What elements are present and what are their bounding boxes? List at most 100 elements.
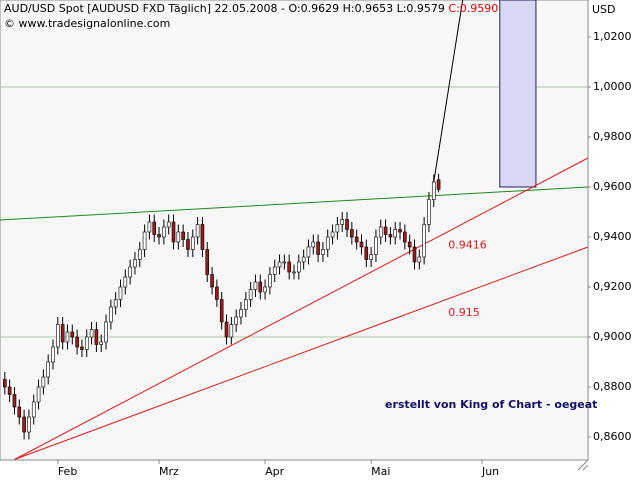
candle-body	[287, 261, 291, 273]
candle-body	[7, 386, 12, 395]
candle-body	[3, 379, 7, 388]
candle-body	[123, 276, 128, 288]
candle-body	[22, 416, 26, 433]
candle-body	[350, 229, 354, 238]
x-tick-label: Feb	[58, 465, 77, 478]
candle-body	[181, 231, 185, 240]
y-tick-label: 0,8800	[593, 380, 632, 393]
candle-body	[94, 329, 99, 345]
candle-body	[263, 286, 267, 293]
candle-body	[306, 246, 311, 258]
candle-body	[268, 274, 272, 288]
trend-line	[14, 157, 589, 460]
y-tick-label: 0,9800	[593, 130, 632, 143]
candle-body	[210, 274, 214, 288]
candle-body	[17, 406, 22, 418]
y-axis-label: USD	[592, 3, 616, 16]
candle-body	[99, 341, 104, 345]
trend-line	[0, 186, 589, 221]
candle-body	[75, 336, 79, 348]
candle-body	[272, 266, 277, 275]
candle-body	[137, 249, 142, 260]
candle-body	[398, 229, 402, 233]
candle-body	[41, 376, 46, 388]
candle-body	[27, 416, 31, 433]
candle-body	[56, 324, 60, 348]
candle-body	[335, 224, 340, 233]
trend-line	[14, 246, 589, 460]
candle-body	[176, 231, 181, 243]
x-tick-label: Mai	[371, 465, 390, 478]
candle-body	[316, 241, 320, 255]
source: © www.tradesignalonline.com	[4, 17, 170, 30]
candle-body	[422, 224, 426, 258]
candle-body	[162, 226, 166, 238]
candle-body	[277, 261, 282, 268]
candle-body	[157, 234, 161, 238]
candle-body	[234, 316, 238, 325]
candle-body	[383, 226, 388, 235]
candle-body	[89, 329, 94, 338]
candle-body	[369, 254, 373, 260]
y-tick-label: 1,0000	[593, 80, 632, 93]
y-tick-label: 0,9400	[593, 230, 632, 243]
candle-body	[374, 236, 378, 255]
candle-body	[31, 401, 36, 418]
candle-body	[407, 241, 412, 248]
close-label: C:0.9590	[448, 2, 498, 15]
candle-body	[171, 221, 176, 243]
candle-body	[311, 241, 316, 248]
candle-body	[292, 271, 296, 274]
plot-area	[0, 0, 589, 461]
candle-body	[321, 249, 325, 255]
candle-body	[224, 321, 229, 338]
candle-body	[84, 336, 89, 350]
y-tick-label: 0,9200	[593, 280, 632, 293]
candle-body	[113, 299, 118, 308]
candle-body	[142, 231, 147, 250]
candle-body	[152, 221, 157, 235]
candle-body	[65, 331, 70, 343]
y-tick-label: 0,9600	[593, 180, 632, 193]
candle-body	[104, 321, 108, 343]
candle-body	[412, 246, 417, 263]
chart-title: AUD/USD Spot [AUDUSD FXD Täglich] 22.05.…	[4, 2, 498, 15]
candle-body	[258, 281, 263, 293]
candle-body	[200, 224, 205, 250]
candle-body	[109, 306, 113, 323]
x-tick-label: Jun	[481, 465, 499, 478]
candle-body	[301, 256, 306, 263]
candle-body	[330, 231, 335, 238]
candle-body	[378, 226, 383, 238]
candle-body	[427, 199, 431, 225]
candle-body	[219, 299, 224, 323]
candle-body	[393, 229, 398, 238]
candle-body	[325, 236, 330, 250]
candle-body	[166, 221, 171, 228]
candle-body	[186, 239, 190, 250]
resize-grip	[577, 459, 589, 471]
candle-body	[70, 331, 75, 338]
candle-body	[340, 219, 344, 225]
candle-body	[403, 231, 407, 243]
candle-body	[195, 224, 200, 238]
candle-body	[431, 181, 436, 200]
annotation: erstellt von King of Chart - oegeat	[385, 398, 597, 411]
candle-body	[354, 236, 359, 243]
candle-body	[359, 241, 364, 248]
candle-body	[388, 234, 393, 238]
trend-label: 0.9416	[448, 238, 487, 251]
x-tick-label: Mrz	[159, 465, 179, 478]
y-tick-label: 0,8600	[593, 430, 632, 443]
candle-body	[190, 236, 195, 250]
candle-body	[12, 394, 17, 408]
candle-body	[147, 221, 152, 233]
x-tick-label: Apr	[265, 465, 285, 478]
candle-body	[80, 346, 84, 350]
candle-body	[51, 346, 55, 363]
candle-body	[60, 324, 65, 343]
candle-body	[239, 309, 243, 318]
candle-body	[36, 386, 41, 403]
title: AUD/USD Spot [AUDUSD FXD Täglich] 22.05.…	[4, 2, 448, 15]
